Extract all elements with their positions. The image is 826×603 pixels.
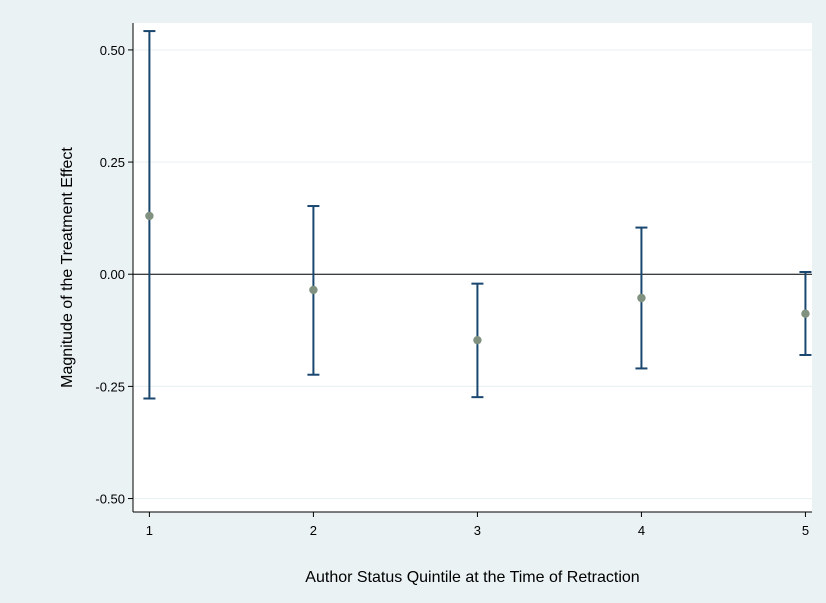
- y-tick-label: -0.50: [95, 492, 125, 507]
- x-axis-ticks: 1 2 3 4 5: [146, 512, 809, 538]
- x-tick-label: 2: [310, 523, 317, 538]
- y-tick-label: 0.50: [100, 43, 125, 58]
- point-estimate: [309, 285, 318, 295]
- data-marks: [143, 30, 812, 400]
- y-tick-label: -0.25: [95, 379, 125, 394]
- point-estimate: [473, 335, 482, 345]
- error-bar-group: [471, 282, 484, 399]
- x-tick-label: 1: [146, 523, 153, 538]
- error-bar-group: [635, 226, 648, 370]
- x-axis-label: Author Status Quintile at the Time of Re…: [305, 569, 639, 586]
- point-estimate: [637, 293, 646, 303]
- point-estimate: [145, 211, 154, 221]
- x-tick-label: 5: [802, 523, 809, 538]
- y-tick-label: 0.00: [100, 267, 125, 282]
- axes: [132, 23, 812, 513]
- plot-area: [133, 23, 812, 512]
- x-tick-label: 3: [474, 523, 481, 538]
- y-axis-label: Magnitude of the Treatment Effect: [59, 147, 76, 388]
- y-tick-label: 0.25: [100, 155, 125, 170]
- point-estimate: [801, 309, 810, 318]
- error-bar-group: [143, 30, 156, 400]
- error-bar-group: [307, 205, 320, 376]
- y-axis-ticks: 0.50 0.25 0.00 -0.25 -0.50: [95, 43, 133, 507]
- error-bar-group: [799, 270, 812, 356]
- x-tick-label: 4: [638, 523, 645, 538]
